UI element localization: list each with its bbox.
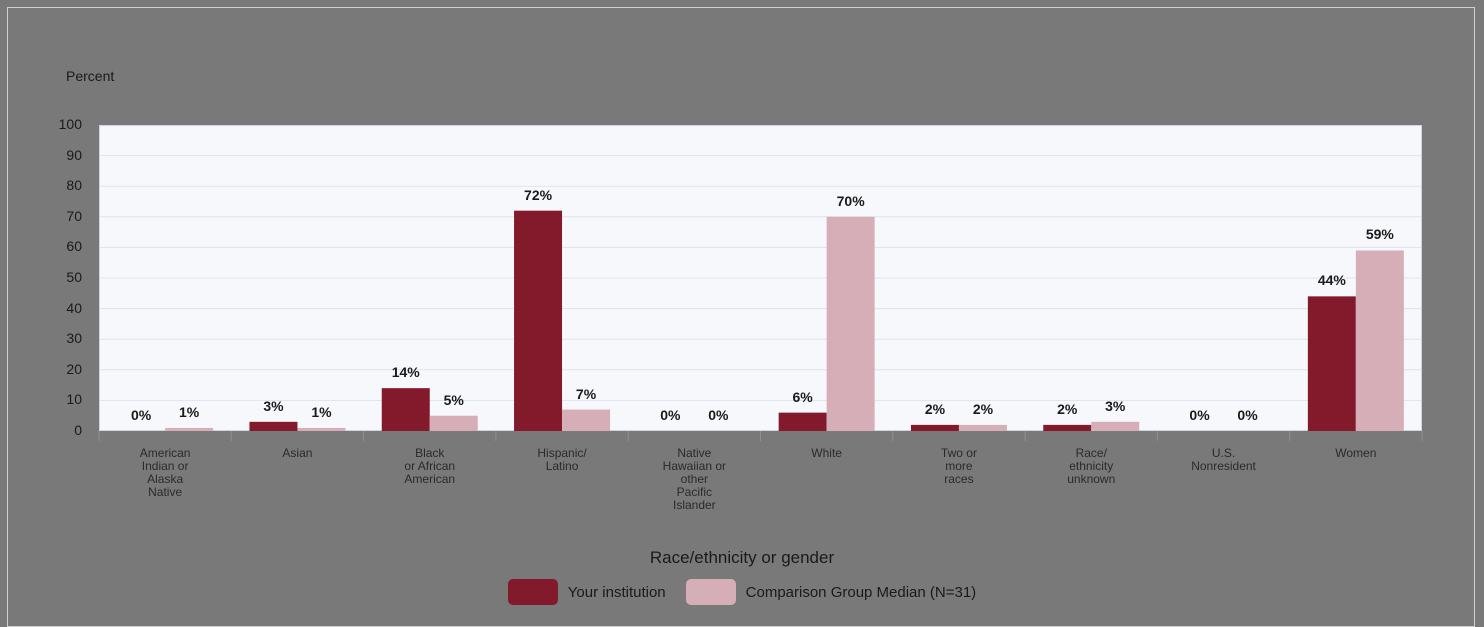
y-tick-label: 10 [66,391,82,408]
bar-your-institution[interactable] [514,210,563,431]
legend-swatch-comparison-group [685,579,736,605]
legend-swatch-your-institution [507,579,558,605]
x-category-label: Hispanic/ Latino [537,446,587,473]
data-label: 72% [524,186,553,203]
y-tick-label: 70 [66,207,82,224]
bar-comparison-group[interactable] [562,409,611,431]
bar-comparison-group[interactable] [165,427,214,431]
data-label: 14% [391,364,420,381]
y-axis-label: Percent [66,68,115,84]
legend-item-your-institution[interactable]: Your institution [507,579,666,605]
bar-your-institution[interactable] [249,421,298,431]
data-label: 3% [263,397,284,414]
data-label: 6% [792,388,813,405]
legend: Your institution Comparison Group Median… [0,579,1484,605]
x-axis-title: Race/ethnicity or gender [649,548,835,567]
bar-your-institution[interactable] [778,412,827,431]
bar-comparison-group[interactable] [958,424,1007,431]
y-tick-label: 50 [66,269,82,285]
data-label: 2% [924,400,946,417]
data-label: 44% [1317,272,1346,289]
bar-comparison-group[interactable] [826,216,875,431]
bar-your-institution[interactable] [910,424,959,431]
x-category-label: U.S. Nonresident [1191,446,1256,473]
bar-your-institution[interactable] [1307,296,1356,431]
data-label: 0% [660,407,681,423]
data-label: 70% [836,192,865,209]
data-label: 0% [708,407,729,423]
y-tick-label: 90 [66,146,82,163]
y-tick-label: 20 [66,360,82,377]
x-category-label: Two or more races [940,446,977,486]
bar-your-institution[interactable] [381,388,430,431]
legend-label-your-institution: Your institution [567,583,666,601]
x-category-label: Black or African American [404,446,456,486]
data-label: 0% [1237,407,1258,423]
data-label: 0% [1189,407,1210,423]
legend-label-comparison-group: Comparison Group Median (N=31) [745,583,977,601]
legend-item-comparison-group[interactable]: Comparison Group Median (N=31) [685,579,977,605]
y-tick-label: 0 [74,422,82,438]
data-label: 3% [1105,397,1126,414]
y-tick-label: 60 [66,238,82,255]
x-category-label: Race/ ethnicity unknown [1067,446,1116,486]
y-tick-label: 40 [66,299,82,316]
data-label: 2% [1057,400,1078,417]
data-label: 1% [311,403,332,420]
bar-your-institution[interactable] [1043,424,1092,431]
y-tick-label: 30 [66,330,82,347]
x-category-label: Women [1335,446,1377,460]
data-label: 7% [575,385,597,402]
data-label: 0% [131,407,152,423]
x-category-label: White [811,446,842,460]
bar-comparison-group[interactable] [1091,421,1140,431]
x-category-label: American Indian or Alaska Native [139,446,191,499]
y-tick-label: 100 [58,116,82,132]
data-label: 59% [1365,226,1394,243]
data-label: 1% [179,403,200,420]
y-tick-label: 80 [66,177,82,194]
x-category-label: Native Hawaiian or other Pacific Islande… [662,446,727,512]
bar-comparison-group[interactable] [429,415,478,431]
bar-comparison-group[interactable] [297,427,346,431]
data-label: 5% [443,391,464,408]
data-label: 2% [972,400,994,417]
x-category-label: Asian [282,446,313,460]
bar-comparison-group[interactable] [1355,250,1404,431]
